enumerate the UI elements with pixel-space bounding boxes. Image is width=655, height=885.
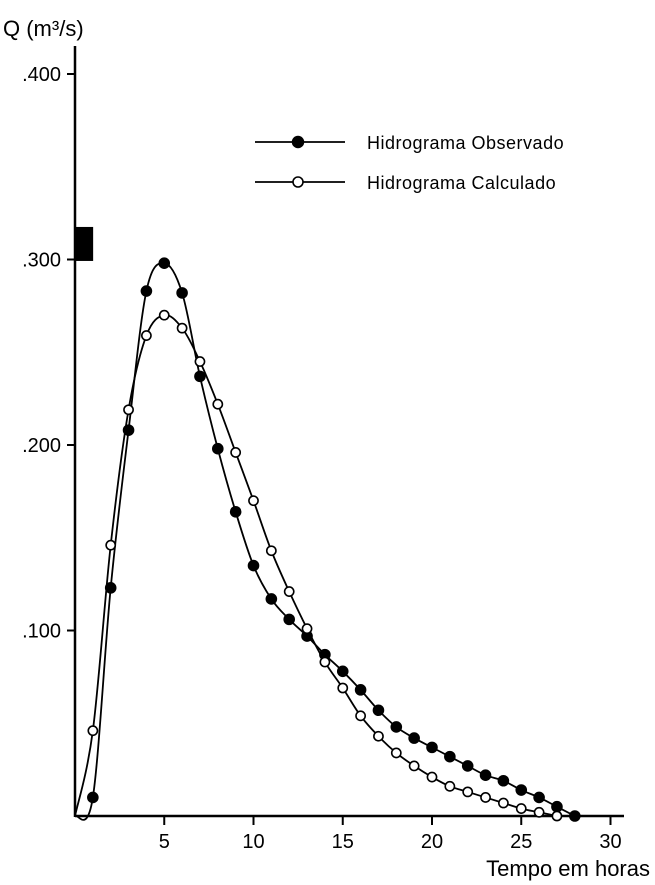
series-layer <box>74 257 581 822</box>
legend-label-calculado: Hidrograma Calculado <box>367 173 556 193</box>
data-point-observado <box>247 559 260 572</box>
data-point-observado <box>515 784 528 796</box>
data-point-calculado <box>497 797 509 809</box>
data-point-observado <box>229 505 242 518</box>
data-point-observado <box>426 741 438 754</box>
x-tick-label: 20 <box>421 831 443 853</box>
x-ticks: 5 10 15 20 25 30 <box>159 816 622 853</box>
data-point-calculado <box>319 656 331 668</box>
data-point-observado <box>551 800 563 813</box>
data-point-calculado <box>408 760 420 772</box>
axes <box>73 46 624 818</box>
data-point-calculado <box>176 322 188 334</box>
data-point-observado <box>104 582 117 594</box>
data-point-calculado <box>265 545 277 557</box>
data-point-observado <box>479 769 492 781</box>
data-point-observado <box>140 285 153 297</box>
data-point-calculado <box>533 806 545 818</box>
data-point-calculado <box>390 747 402 759</box>
annotation-rectangle <box>75 226 94 261</box>
x-tick-label: 25 <box>510 831 532 853</box>
data-point-calculado <box>426 771 438 783</box>
data-point-observado <box>212 442 224 455</box>
data-point-calculado <box>158 309 170 321</box>
x-tick-label: 30 <box>599 831 621 853</box>
data-point-observado <box>265 593 278 605</box>
legend: Hidrograma Observado Hidrograma Calculad… <box>255 133 564 193</box>
data-point-calculado <box>140 330 152 341</box>
data-point-observado <box>336 665 349 678</box>
legend-label-observado: Hidrograma Observado <box>367 133 564 153</box>
data-point-calculado <box>194 356 206 367</box>
data-point-observado <box>354 684 367 696</box>
series-calculado <box>74 309 563 822</box>
data-point-observado <box>390 721 403 733</box>
data-point-calculado <box>551 810 563 822</box>
data-point-calculado <box>444 780 456 792</box>
data-point-observado <box>194 370 206 383</box>
y-tick-label: .100 <box>22 621 61 643</box>
data-point-calculado <box>212 398 224 410</box>
data-point-calculado <box>248 495 259 507</box>
data-point-observado <box>533 791 545 804</box>
series-line-calculado <box>74 314 558 817</box>
data-point-observado <box>444 750 456 763</box>
x-axis-label: Tempo em horas <box>486 856 650 881</box>
annotations <box>75 226 94 261</box>
series-observado <box>74 257 581 822</box>
data-point-observado <box>176 287 188 299</box>
y-ticks: .100 .200 .300 .400 <box>22 64 75 643</box>
data-point-observado <box>408 732 420 744</box>
data-point-calculado <box>105 539 117 551</box>
legend-item-observado: Hidrograma Observado <box>255 133 564 153</box>
data-point-calculado <box>283 586 295 597</box>
data-point-calculado <box>480 792 491 803</box>
data-point-calculado <box>230 447 242 458</box>
x-tick-label: 10 <box>242 831 264 853</box>
data-point-observado <box>497 774 510 787</box>
legend-item-calculado: Hidrograma Calculado <box>255 173 556 193</box>
data-point-observado <box>461 760 474 772</box>
data-point-observado <box>87 791 99 804</box>
data-point-calculado <box>462 786 474 798</box>
data-point-calculado <box>515 803 527 814</box>
x-tick-label: 5 <box>159 831 170 853</box>
data-point-calculado <box>373 730 384 742</box>
data-point-observado <box>283 613 295 626</box>
y-axis-label: Q (m³/s) <box>3 16 84 41</box>
legend-marker-observado <box>291 135 305 149</box>
data-point-observado <box>568 810 581 822</box>
data-point-calculado <box>123 404 134 416</box>
data-point-calculado <box>337 682 349 694</box>
data-point-observado <box>158 257 171 270</box>
y-tick-label: .300 <box>22 250 61 272</box>
legend-marker-calculado <box>292 176 304 188</box>
y-tick-label: .200 <box>22 435 61 457</box>
y-tick-label: .400 <box>22 64 61 86</box>
data-point-calculado <box>355 710 366 722</box>
data-point-observado <box>372 704 385 717</box>
series-line-observado <box>74 262 576 821</box>
data-point-calculado <box>301 623 313 635</box>
data-point-calculado <box>87 725 99 737</box>
x-tick-label: 15 <box>332 831 354 853</box>
